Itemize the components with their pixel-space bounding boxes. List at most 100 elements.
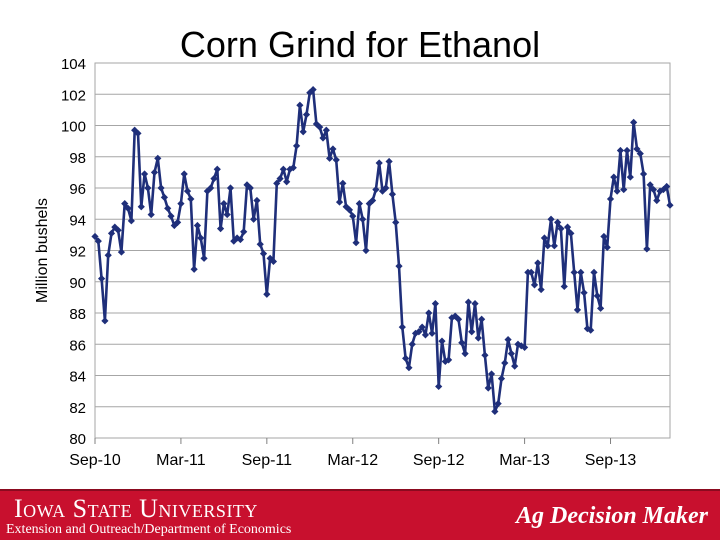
data-point [273, 179, 281, 187]
gridlines [95, 62, 670, 439]
data-point [296, 101, 304, 109]
data-point [600, 232, 608, 241]
data-point [154, 154, 162, 162]
data-point [530, 281, 539, 289]
data-point [593, 292, 601, 300]
data-point [342, 203, 350, 211]
data-point [636, 150, 644, 158]
data-point [663, 182, 671, 191]
data-point [570, 268, 578, 276]
data-point [335, 198, 344, 206]
data-point [362, 246, 370, 255]
data-point [316, 123, 324, 131]
data-point [471, 300, 479, 308]
data-point [487, 370, 496, 378]
data-point [302, 110, 311, 119]
data-point [425, 309, 433, 317]
data-point [573, 306, 582, 314]
data-point [177, 200, 185, 208]
data-point [226, 184, 235, 192]
data-point [187, 195, 195, 203]
data-point [98, 275, 106, 283]
plot-frame [94, 62, 671, 439]
y-tick-label: 88 [69, 306, 86, 323]
data-point [567, 229, 575, 237]
data-point [511, 362, 519, 370]
data-point [626, 173, 634, 181]
data-point [121, 200, 129, 208]
data-point [534, 259, 542, 267]
data-point [392, 218, 400, 226]
data-point [259, 250, 268, 258]
data-point [402, 354, 410, 362]
data-point [520, 343, 529, 351]
data-point [474, 334, 482, 342]
data-point [107, 229, 116, 237]
data-point [322, 126, 330, 134]
y-tick-label: 94 [69, 212, 86, 229]
x-tick-label: Sep-13 [585, 452, 637, 469]
data-point [613, 187, 621, 195]
data-point [355, 200, 363, 208]
data-point [408, 340, 416, 348]
data-point [478, 315, 486, 323]
data-point [213, 165, 221, 173]
data-point [299, 128, 307, 136]
data-point [428, 329, 436, 337]
data-point [292, 142, 301, 150]
data-point [174, 218, 182, 226]
data-point [501, 359, 509, 367]
data-point [134, 129, 142, 137]
data-point [603, 243, 611, 251]
data-point [385, 157, 393, 166]
data-point [537, 285, 545, 294]
data-point [147, 210, 155, 219]
data-point [382, 184, 390, 192]
data-point [458, 339, 466, 347]
y-tick-label: 100 [61, 119, 86, 136]
data-point [269, 257, 278, 266]
data-point [656, 187, 664, 195]
data-point [345, 206, 354, 214]
data-point [200, 254, 208, 262]
data-point [421, 331, 430, 339]
data-point [94, 237, 102, 245]
data-point [646, 181, 654, 189]
chart-title: Corn Grind for Ethanol [179, 24, 541, 65]
data-point [643, 245, 651, 253]
line-chart: 80 82 84 86 88 90 92 94 96 98 100 102 104 Sep-10 Mar-1… [34, 56, 674, 469]
data-point [180, 170, 188, 178]
data-point [517, 342, 525, 350]
data-point [666, 201, 674, 209]
y-tick-label: 82 [69, 400, 86, 417]
data-point [527, 268, 535, 276]
data-point [127, 217, 135, 225]
data-point [283, 178, 291, 186]
data-point [309, 85, 317, 94]
series [91, 85, 674, 416]
data-point [339, 179, 347, 187]
data-point [167, 212, 175, 220]
data-point [253, 196, 261, 205]
data-point [507, 350, 515, 358]
data-point [197, 234, 205, 242]
data-point [306, 89, 314, 97]
data-point [150, 168, 159, 176]
data-point [286, 165, 294, 173]
x-tick-label: Mar-12 [327, 452, 378, 469]
data-point [639, 170, 648, 178]
tick-labels: 80 82 84 86 88 90 92 94 96 98 100 102 104 Sep-10 Mar-1… [61, 56, 636, 469]
data-point [117, 248, 126, 256]
data-point [461, 350, 469, 358]
data-point [352, 239, 360, 247]
data-point [240, 228, 248, 236]
data-point [104, 251, 112, 259]
data-point [563, 223, 572, 231]
data-point [289, 164, 297, 172]
y-axis-label: Million bushels [34, 198, 51, 303]
y-tick-label: 102 [61, 87, 86, 104]
university-logo-text: Iowa State University [14, 494, 258, 523]
data-point [633, 145, 641, 153]
data-point [216, 225, 225, 233]
data-point [597, 304, 605, 312]
